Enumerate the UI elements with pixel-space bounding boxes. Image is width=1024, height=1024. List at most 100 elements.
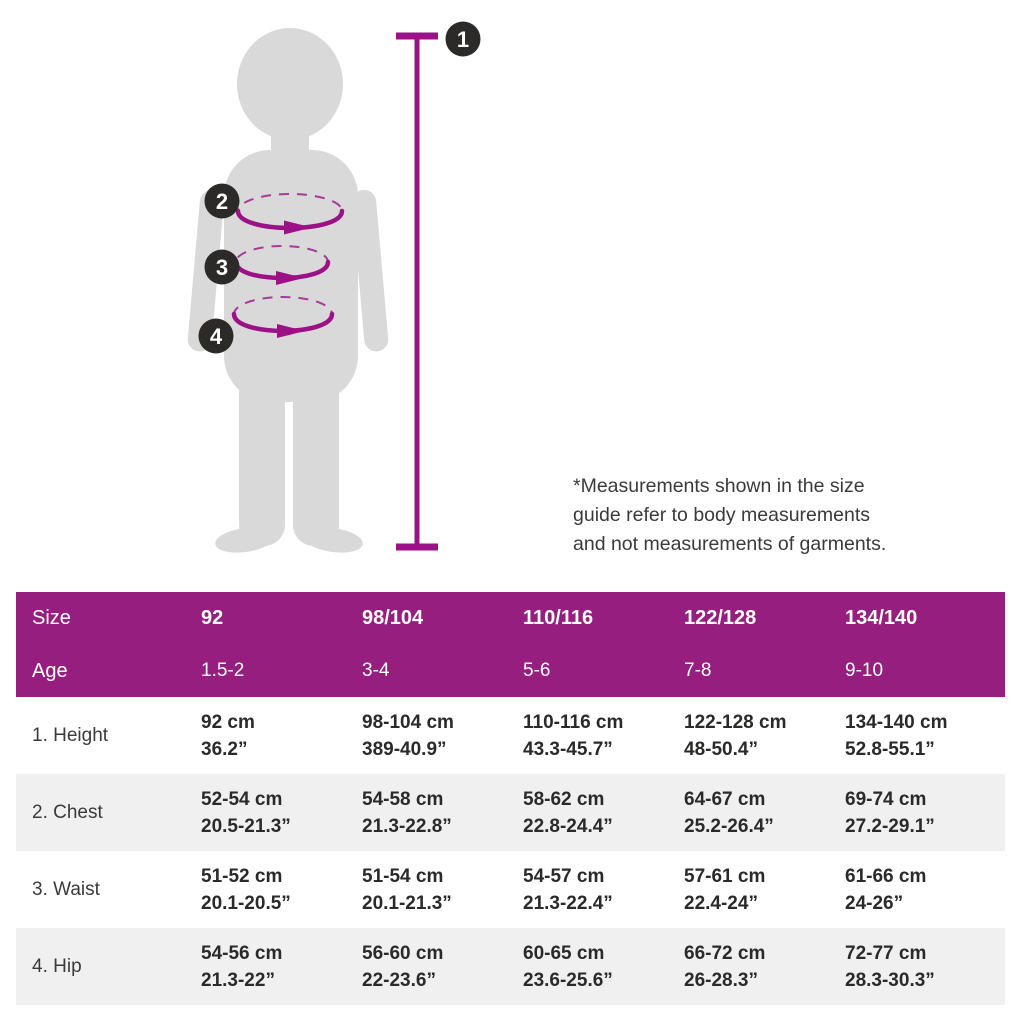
chest-measure-ellipse	[235, 193, 345, 235]
measurement-inches: 43.3-45.7”	[523, 738, 613, 760]
measurement-cm: 52-54 cm	[201, 788, 283, 810]
marker-1-number: 1	[457, 27, 469, 52]
measurement-inches: 24-26”	[845, 892, 904, 914]
measurement-row-label: 4. Hip	[32, 955, 82, 977]
marker-4-number: 4	[210, 324, 223, 349]
measurement-inches: 27.2-29.1”	[845, 815, 935, 837]
measurement-cell: 54-57 cm 21.3-22.4”	[522, 851, 683, 928]
measurement-inches: 25.2-26.4”	[684, 815, 774, 837]
marker-1-badge: 1	[445, 21, 481, 57]
marker-2-number: 2	[216, 189, 228, 214]
age-column-value: 9-10	[845, 660, 884, 681]
note-line-3: and not measurements of garments.	[573, 533, 887, 555]
measurement-cm: 61-66 cm	[845, 865, 927, 887]
measurement-row: 2. Chest 52-54 cm 20.5-21.3” 54-58 cm 21.3-2…	[16, 774, 1005, 851]
measurement-cm: 54-57 cm	[523, 865, 605, 887]
measurement-row-label: 3. Waist	[32, 878, 100, 900]
measurement-inches: 22.4-24”	[684, 892, 758, 914]
measurement-cm: 98-104 cm	[362, 711, 454, 733]
size-table-head: Size 92 98/104 110/116 122/128 134/140 Age 1.5-…	[16, 592, 1005, 697]
measurement-cm: 54-56 cm	[201, 942, 283, 964]
measurement-cm: 51-54 cm	[362, 865, 444, 887]
marker-3-number: 3	[216, 255, 228, 280]
measurement-cell: 54-58 cm 21.3-22.8”	[361, 774, 522, 851]
measurement-note: *Measurements shown in the size guide re…	[573, 472, 973, 559]
measurement-cell: 51-54 cm 20.1-21.3”	[361, 851, 522, 928]
measurement-cell: 52-54 cm 20.5-21.3”	[200, 774, 361, 851]
measurement-row: 3. Waist 51-52 cm 20.1-20.5” 51-54 cm 20.1-2…	[16, 851, 1005, 928]
measurement-cm: 54-58 cm	[362, 788, 444, 810]
measurement-cell: 72-77 cm 28.3-30.3”	[844, 928, 1005, 1005]
measurement-cell: 58-62 cm 22.8-24.4”	[522, 774, 683, 851]
measurement-cm: 122-128 cm	[684, 711, 787, 733]
measurement-cell: 54-56 cm 21.3-22”	[200, 928, 361, 1005]
size-column-header: 92	[201, 607, 224, 629]
measurement-inches: 23.6-25.6”	[523, 969, 613, 991]
measurement-cm: 58-62 cm	[523, 788, 605, 810]
age-column-value: 7-8	[684, 660, 712, 681]
measurement-cm: 72-77 cm	[845, 942, 927, 964]
measurement-inches: 21.3-22.8”	[362, 815, 452, 837]
measurement-cm: 56-60 cm	[362, 942, 444, 964]
header-row-label: Size	[32, 607, 71, 629]
measurement-cell: 61-66 cm 24-26”	[844, 851, 1005, 928]
measurement-inches: 26-28.3”	[684, 969, 758, 991]
measurement-row: 1. Height 92 cm 36.2” 98-104 cm 389-40.9” 110…	[16, 697, 1005, 774]
age-column-value: 3-4	[362, 660, 390, 681]
measurement-cm: 134-140 cm	[845, 711, 948, 733]
marker-2-badge: 2	[204, 183, 240, 219]
header-row-label: Age	[32, 659, 68, 682]
measurement-cm: 66-72 cm	[684, 942, 766, 964]
note-line-2: guide refer to body measurements	[573, 504, 870, 526]
age-column-value: 1.5-2	[201, 660, 245, 681]
measurement-cell: 51-52 cm 20.1-20.5”	[200, 851, 361, 928]
measurement-cm: 57-61 cm	[684, 865, 766, 887]
measurement-cell: 66-72 cm 26-28.3”	[683, 928, 844, 1005]
measurement-cm: 60-65 cm	[523, 942, 605, 964]
measurement-inches: 36.2”	[201, 738, 248, 760]
measurement-cell: 134-140 cm 52.8-55.1”	[844, 697, 1005, 774]
measurement-inches: 22-23.6”	[362, 969, 436, 991]
measurement-cell: 56-60 cm 22-23.6”	[361, 928, 522, 1005]
measurement-figure: 1 2 3 4	[0, 0, 560, 578]
size-table-body: 1. Height 92 cm 36.2” 98-104 cm 389-40.9” 110…	[16, 697, 1005, 1005]
note-line-1: *Measurements shown in the size	[573, 475, 865, 497]
measurement-inches: 20.1-20.5”	[201, 892, 291, 914]
size-column-header: 98/104	[362, 607, 424, 629]
measurement-cell: 64-67 cm 25.2-26.4”	[683, 774, 844, 851]
marker-3-badge: 3	[204, 249, 240, 285]
measurement-inches: 20.5-21.3”	[201, 815, 291, 837]
child-silhouette-icon	[187, 28, 389, 553]
measurement-row-label: 2. Chest	[32, 801, 103, 823]
measurement-inches: 22.8-24.4”	[523, 815, 613, 837]
measurement-row: 4. Hip 54-56 cm 21.3-22” 56-60 cm 22-23.6” 60…	[16, 928, 1005, 1005]
size-column-header: 122/128	[684, 607, 757, 629]
measurement-cell: 69-74 cm 27.2-29.1”	[844, 774, 1005, 851]
height-measure-line	[396, 32, 438, 551]
size-column-header: 134/140	[845, 607, 918, 629]
size-column-header: 110/116	[523, 607, 594, 629]
measurement-cm: 64-67 cm	[684, 788, 766, 810]
measurement-inches: 21.3-22”	[201, 969, 275, 991]
measurement-cell: 110-116 cm 43.3-45.7”	[522, 697, 683, 774]
size-header-row: Size 92 98/104 110/116 122/128 134/140	[16, 592, 1005, 645]
age-column-value: 5-6	[523, 660, 551, 681]
measurement-cell: 57-61 cm 22.4-24”	[683, 851, 844, 928]
measurement-cell: 60-65 cm 23.6-25.6”	[522, 928, 683, 1005]
measurement-cm: 69-74 cm	[845, 788, 927, 810]
measurement-row-label: 1. Height	[32, 724, 109, 746]
measurement-cell: 98-104 cm 389-40.9”	[361, 697, 522, 774]
measurement-cell: 122-128 cm 48-50.4”	[683, 697, 844, 774]
age-header-row: Age 1.5-2 3-4 5-6 7-8 9-10	[16, 645, 1005, 697]
measurement-inches: 389-40.9”	[362, 738, 447, 760]
measurement-cell: 92 cm 36.2”	[200, 697, 361, 774]
waist-measure-ellipse	[233, 245, 331, 285]
measurement-inches: 28.3-30.3”	[845, 969, 935, 991]
marker-4-badge: 4	[198, 318, 234, 354]
measurement-cm: 51-52 cm	[201, 865, 283, 887]
measurement-inches: 52.8-55.1”	[845, 738, 935, 760]
measurement-inches: 21.3-22.4”	[523, 892, 613, 914]
measurement-inches: 48-50.4”	[684, 738, 758, 760]
measurement-cm: 92 cm	[201, 711, 255, 733]
